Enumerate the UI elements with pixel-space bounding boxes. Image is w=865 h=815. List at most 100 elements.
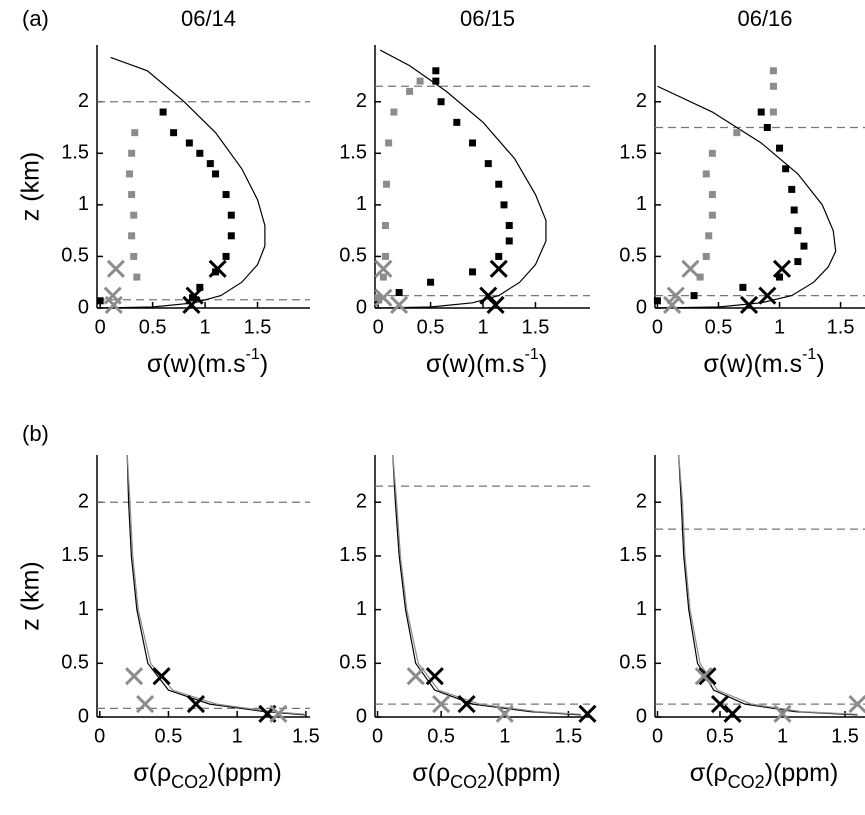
y-tick-label: 0.5 — [61, 245, 89, 267]
x-tick-label: 0.5 — [155, 725, 183, 747]
square-marker — [506, 222, 513, 229]
y-tick-label: 2 — [356, 491, 367, 513]
x-tick-label: 1 — [499, 725, 510, 747]
square-marker — [770, 67, 777, 74]
y-tick-label: 0 — [356, 705, 367, 727]
square-marker — [501, 201, 508, 208]
y-tick-label: 1.5 — [339, 142, 367, 164]
square-marker — [228, 232, 235, 239]
x-tick-label: 1 — [200, 316, 211, 338]
square-marker — [212, 170, 219, 177]
x-label-after: )(ppm) — [487, 759, 561, 787]
x-axis-label: σ(w)(m.s-1) — [426, 346, 547, 377]
square-marker — [186, 139, 193, 146]
square-marker — [758, 109, 765, 116]
square-marker — [385, 139, 392, 146]
x-label-after: )(ppm) — [765, 759, 839, 787]
x-tick-label: 0.5 — [705, 316, 733, 338]
y-tick-label: 0.5 — [619, 652, 647, 674]
square-marker — [453, 119, 460, 126]
square-marker — [170, 129, 177, 136]
x-label-text: σ(w)(m.s — [703, 350, 802, 378]
x-marker — [682, 261, 698, 277]
square-marker — [160, 109, 167, 116]
x-tick-label: 0 — [372, 725, 383, 747]
y-tick-label: 2 — [636, 90, 647, 112]
square-marker — [438, 98, 445, 105]
model-curve — [127, 455, 306, 715]
square-marker — [130, 253, 137, 260]
square-marker — [126, 170, 133, 177]
x-marker — [488, 297, 504, 313]
x-marker — [408, 668, 424, 684]
square-marker — [739, 284, 746, 291]
x-tick-label: 1.5 — [522, 316, 550, 338]
x-tick-label: 1 — [477, 316, 488, 338]
x-label-sub: CO2 — [450, 772, 487, 792]
square-marker — [130, 212, 137, 219]
y-tick-label: 0 — [636, 296, 647, 318]
square-marker — [495, 181, 502, 188]
square-marker — [782, 165, 789, 172]
square-marker — [432, 78, 439, 85]
square-marker — [709, 150, 716, 157]
x-label-sub: CO2 — [171, 772, 208, 792]
x-marker — [108, 261, 124, 277]
x-axis-label: σ(ρCO2)(ppm) — [412, 759, 561, 792]
square-marker — [128, 150, 135, 157]
y-tick-label: 1 — [636, 193, 647, 215]
y-tick-label: 0.5 — [339, 652, 367, 674]
square-marker — [770, 109, 777, 116]
square-marker — [506, 237, 513, 244]
square-marker — [380, 274, 387, 281]
x-label-text: σ(ρ — [412, 759, 450, 787]
y-tick-label: 0.5 — [339, 245, 367, 267]
x-marker — [391, 297, 407, 313]
x-tick-label: 1.5 — [831, 725, 859, 747]
y-axis-label: z (km) — [17, 561, 45, 630]
y-tick-label: 0 — [78, 705, 89, 727]
square-marker — [128, 191, 135, 198]
square-marker — [709, 212, 716, 219]
x-tick-label: 0 — [94, 725, 105, 747]
x-marker — [725, 706, 741, 722]
y-tick-label: 0.5 — [61, 652, 89, 674]
x-label-after: ) — [260, 350, 268, 378]
square-marker — [432, 67, 439, 74]
model-curve — [393, 455, 581, 714]
model-curve — [100, 57, 265, 308]
y-tick-label: 1 — [78, 598, 89, 620]
x-tick-label: 1 — [774, 316, 785, 338]
x-label-text: σ(ρ — [133, 759, 171, 787]
square-marker — [417, 78, 424, 85]
square-marker — [97, 297, 104, 304]
x-marker — [137, 696, 153, 712]
x-marker — [491, 261, 507, 277]
panel-title: 06/15 — [460, 6, 515, 31]
y-tick-label: 1 — [78, 193, 89, 215]
model-curve — [378, 50, 546, 308]
y-tick-label: 0 — [78, 296, 89, 318]
y-tick-label: 1.5 — [619, 544, 647, 566]
panel-title: 06/14 — [181, 6, 236, 31]
square-marker — [705, 232, 712, 239]
x-label-sup: -1 — [525, 346, 539, 363]
square-marker — [788, 186, 795, 193]
square-marker — [485, 160, 492, 167]
panel-label: (b) — [22, 421, 49, 446]
panel-label: (a) — [22, 6, 49, 31]
y-tick-label: 2 — [356, 90, 367, 112]
square-marker — [223, 253, 230, 260]
x-label-text: σ(w)(m.s — [147, 350, 246, 378]
x-label-after: ) — [816, 350, 824, 378]
x-tick-label: 0.5 — [139, 316, 167, 338]
square-marker — [128, 232, 135, 239]
x-axis-label: σ(ρCO2)(ppm) — [133, 759, 282, 792]
x-tick-label: 1 — [232, 725, 243, 747]
square-marker — [733, 129, 740, 136]
y-tick-label: 1.5 — [61, 142, 89, 164]
x-marker — [775, 706, 791, 722]
square-marker — [764, 124, 771, 131]
